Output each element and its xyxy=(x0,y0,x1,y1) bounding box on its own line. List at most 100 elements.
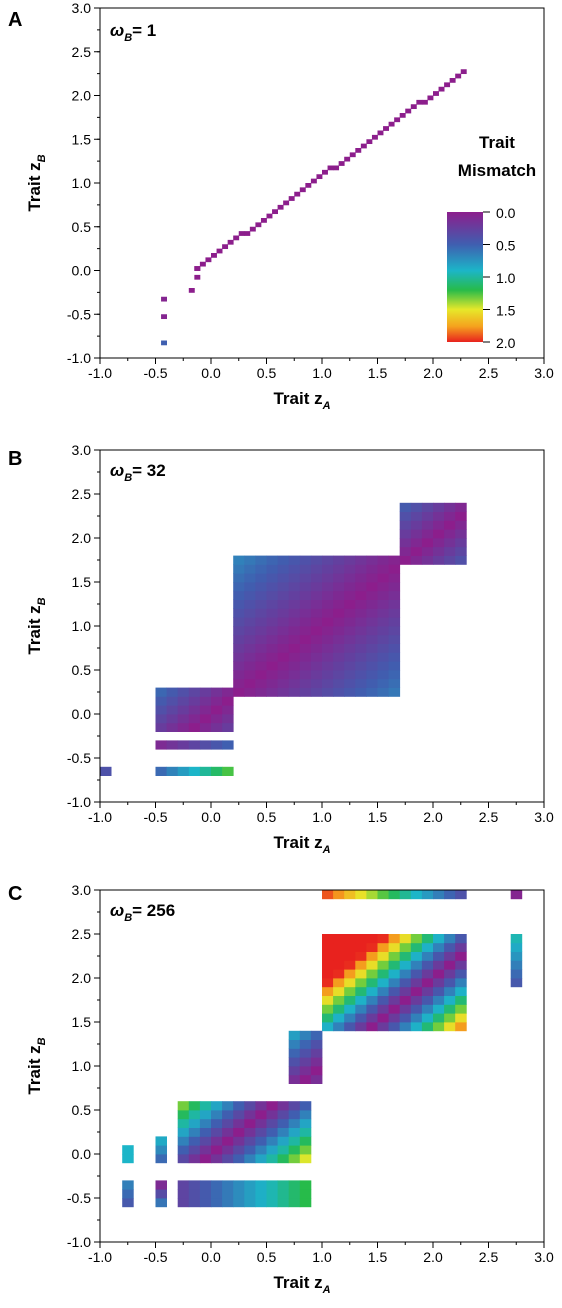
heatmap-cell xyxy=(433,960,445,970)
heatmap-cell xyxy=(388,626,401,636)
heatmap-cell xyxy=(399,890,412,900)
heatmap-cell xyxy=(344,1004,356,1014)
legend-tick-label: 0.0 xyxy=(496,205,516,221)
heatmap-cell xyxy=(399,960,412,970)
heatmap-cell xyxy=(388,590,401,600)
heatmap-cell xyxy=(277,1180,290,1190)
heatmap-cell xyxy=(255,652,267,662)
heatmap-cell xyxy=(244,564,256,574)
heatmap-cell xyxy=(188,1198,201,1208)
heatmap-cell xyxy=(299,670,312,680)
heatmap-cell xyxy=(277,1110,290,1120)
heatmap-cell xyxy=(444,1013,456,1023)
y-tick-label: -0.5 xyxy=(67,750,91,766)
heatmap-cell xyxy=(377,652,389,662)
omega-annotation: ωB= 256 xyxy=(110,901,175,924)
heatmap-cell xyxy=(288,1039,301,1049)
heatmap-cell xyxy=(377,582,389,592)
heatmap-cell xyxy=(355,590,367,600)
heatmap-cell xyxy=(255,626,267,636)
heatmap-cell xyxy=(188,1110,201,1120)
heatmap-cell xyxy=(333,661,345,671)
heatmap-cell xyxy=(410,969,423,979)
heatmap-cell xyxy=(327,165,334,171)
heatmap-cell xyxy=(277,1198,290,1208)
heatmap-cell xyxy=(299,1074,312,1084)
x-tick-label: 0.0 xyxy=(201,1249,221,1265)
heatmap-cell xyxy=(377,130,384,136)
heatmap-cell xyxy=(410,538,423,548)
heatmap-cells xyxy=(100,502,467,776)
heatmap-cell xyxy=(388,678,401,688)
heatmap-cell xyxy=(199,1145,212,1155)
heatmap-cell xyxy=(288,1154,301,1164)
heatmap-cell xyxy=(455,520,467,530)
heatmap-cell xyxy=(266,582,278,592)
heatmap-cell xyxy=(233,1198,245,1208)
heatmap-cell xyxy=(344,687,356,697)
heatmap-cell xyxy=(360,143,367,149)
heatmap-cell xyxy=(299,1101,312,1111)
heatmap-cell xyxy=(344,1013,356,1023)
heatmap-cell xyxy=(222,705,234,715)
heatmap-cell xyxy=(388,934,401,944)
heatmap-cell xyxy=(310,652,323,662)
heatmap-cell xyxy=(355,573,367,583)
heatmap-cell xyxy=(333,969,345,979)
heatmap-cell xyxy=(399,934,412,944)
y-tick-label: 0.5 xyxy=(72,662,92,678)
heatmap-cell xyxy=(233,643,245,653)
heatmap-cell xyxy=(355,626,367,636)
heatmap-cell xyxy=(233,1136,245,1146)
heatmap-cell xyxy=(299,1189,312,1199)
heatmap-cell xyxy=(299,1030,312,1040)
heatmap-cell xyxy=(366,1004,378,1014)
heatmap-cell xyxy=(510,960,523,970)
heatmap-cell xyxy=(233,678,245,688)
heatmap-cell xyxy=(366,608,378,618)
heatmap-cell xyxy=(433,538,445,548)
heatmap-cell xyxy=(399,986,412,996)
heatmap-cell xyxy=(233,652,245,662)
legend-title-line2: Mismatch xyxy=(458,161,536,180)
y-tick-label: 2.0 xyxy=(72,88,92,104)
heatmap-cell xyxy=(371,134,378,140)
y-tick-label: 1.5 xyxy=(72,1014,92,1030)
heatmap-cell xyxy=(155,740,167,750)
heatmap-cell xyxy=(222,1136,234,1146)
heatmap-cell xyxy=(333,608,345,618)
heatmap-cell xyxy=(244,1180,256,1190)
heatmap-cell xyxy=(366,995,378,1005)
heatmap-cell xyxy=(255,564,267,574)
heatmap-cell xyxy=(421,555,434,565)
heatmap-cell xyxy=(299,687,312,697)
heatmap-cell xyxy=(233,670,245,680)
heatmap-cell xyxy=(377,670,389,680)
heatmap-cell xyxy=(244,626,256,636)
y-axis-label: Trait zB xyxy=(25,597,48,654)
heatmap-cell xyxy=(177,1198,190,1208)
heatmap-cell xyxy=(433,1013,445,1023)
heatmap-cell xyxy=(188,1145,201,1155)
heatmap-cell xyxy=(399,942,412,952)
heatmap-cell xyxy=(333,687,345,697)
heatmap-cell xyxy=(233,617,245,627)
heatmap-cell xyxy=(255,1145,267,1155)
heatmap-cell xyxy=(388,617,401,627)
heatmap-cell xyxy=(444,555,456,565)
heatmap-cell xyxy=(338,161,345,166)
x-axis-label: Trait zA xyxy=(273,833,330,856)
heatmap-cell xyxy=(366,942,378,952)
heatmap-cell xyxy=(299,678,312,688)
heatmap-cell xyxy=(427,95,434,101)
heatmap-cell xyxy=(244,1101,256,1111)
heatmap-cell xyxy=(166,740,179,750)
y-tick-label: 0.5 xyxy=(72,1102,92,1118)
heatmap-cell xyxy=(233,1189,245,1199)
heatmap-cell xyxy=(166,722,179,732)
legend-tick-label: 1.0 xyxy=(496,270,516,286)
heatmap-cell xyxy=(177,1127,190,1137)
heatmap-cell xyxy=(244,1127,256,1137)
heatmap-cell xyxy=(344,995,356,1005)
y-tick-label: -1.0 xyxy=(67,350,91,366)
